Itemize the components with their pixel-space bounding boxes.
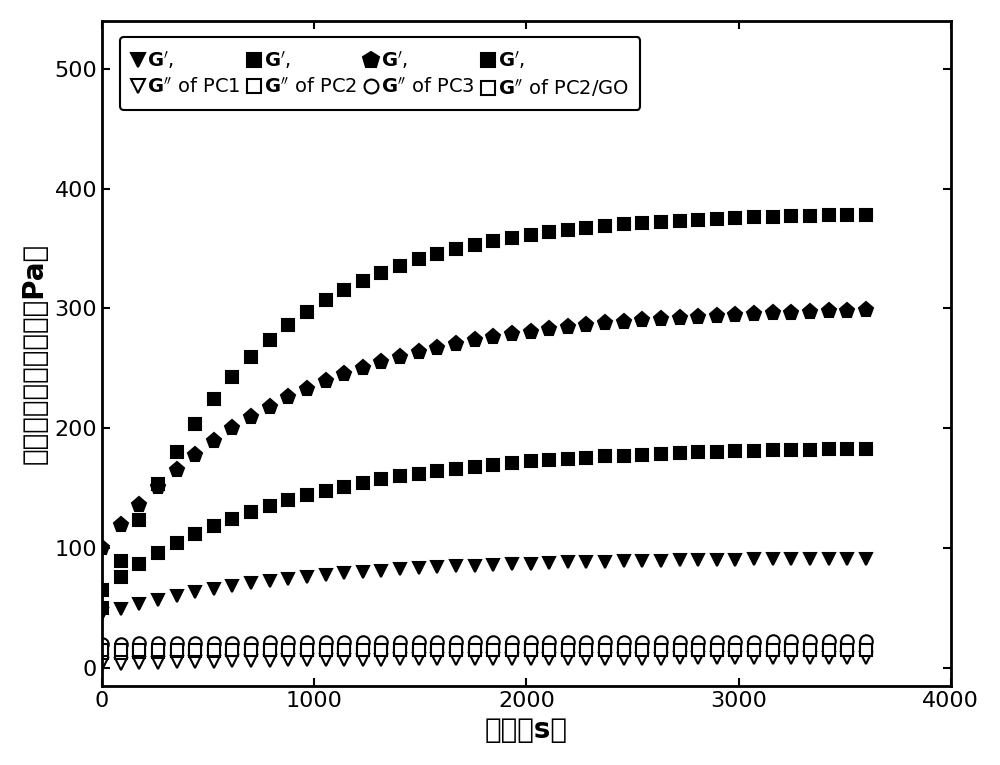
Legend: $\mathbf{G'}$,, $\mathbf{G''}$ of PC1, $\mathbf{G'}$,, $\mathbf{G''}$ of PC2, $\: $\mathbf{G'}$,, $\mathbf{G''}$ of PC1, $… (120, 37, 640, 110)
Y-axis label: 储存模量，损耗模量（Pa）: 储存模量，损耗模量（Pa） (21, 243, 49, 464)
X-axis label: 时间（s）: 时间（s） (485, 716, 568, 744)
